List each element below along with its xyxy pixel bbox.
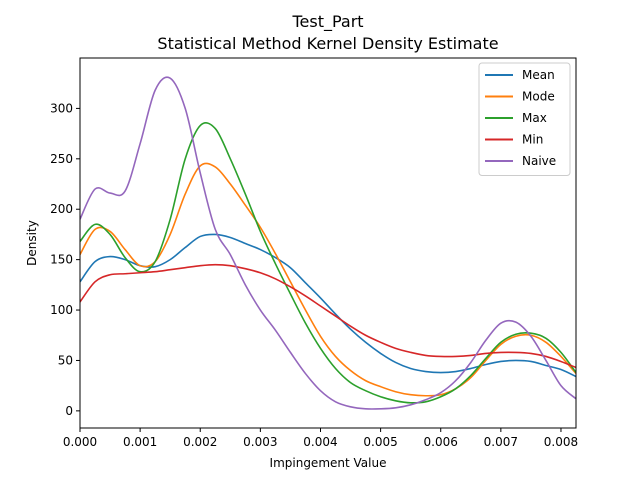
legend-label-naive: Naive [522,154,556,168]
series-layer [80,76,576,410]
plot-frame [79,57,577,429]
y-axis-label: Density [25,220,39,266]
legend: Mean Mode Max Min Naive [478,62,571,176]
x-axis-label: Impingement Value [270,456,387,470]
x-tick-label: 0.006 [424,435,458,449]
chart-subtitle: Statistical Method Kernel Density Estima… [157,34,498,53]
y-tick-label: 300 [50,101,73,115]
y-tick-label: 250 [50,152,73,166]
y-tick-label: 200 [50,202,73,216]
series-line-min [80,263,576,369]
x-tick-label: 0.004 [303,435,337,449]
y-tick-label: 100 [50,303,73,317]
x-tick-label: 0.007 [484,435,518,449]
y-tick-label: 150 [50,253,73,267]
x-tick-label: 0.008 [544,435,578,449]
series-line-max [80,122,576,404]
chart-title: Test_Part [291,12,363,32]
y-tick-label: 0 [65,404,73,418]
x-tick-label: 0.005 [363,435,397,449]
x-tick-label: 0.003 [243,435,277,449]
x-tick-label: 0.002 [183,435,217,449]
x-tick-label: 0.001 [123,435,157,449]
legend-label-mean: Mean [522,68,555,82]
y-tick-label: 50 [58,353,73,367]
series-line-naive [80,76,576,410]
legend-label-max: Max [522,111,547,125]
x-tick-label: 0.000 [63,435,97,449]
legend-box [478,62,571,176]
series-line-mode [80,162,576,397]
x-axis: 0.000 0.001 0.002 0.003 0.004 0.005 0.006 0.007… [63,428,578,449]
y-axis: 0 50 100 150 200 250 300 [50,101,80,418]
legend-label-mode: Mode [522,90,555,104]
series-line-mean [80,233,576,378]
legend-label-min: Min [522,133,543,147]
